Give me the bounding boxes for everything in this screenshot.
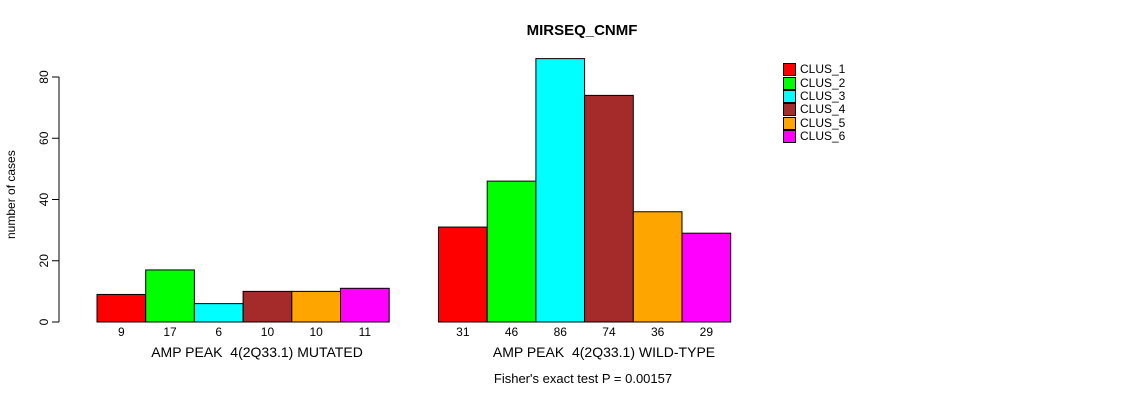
legend-swatch — [783, 89, 796, 103]
legend-item: CLUS_3 — [783, 88, 846, 103]
legend-item: CLUS_4 — [783, 102, 846, 117]
bar-clus_1-group2 — [438, 226, 488, 323]
legend-label: CLUS_4 — [800, 102, 846, 117]
x-group-label: AMP PEAK 4(2Q33.1) WILD-TYPE — [493, 344, 715, 360]
y-axis-tick-label: 0 — [37, 318, 51, 325]
bar-value-label: 36 — [651, 325, 665, 339]
bar-clus_3-group2 — [535, 58, 586, 323]
bar-clus_2-group2 — [486, 180, 537, 323]
bar-clus_5-group2 — [632, 211, 683, 323]
bar-value-label: 10 — [261, 325, 275, 339]
bar-clus_4-group2 — [584, 94, 634, 323]
bar-value-label: 6 — [215, 325, 222, 339]
bar-clus_1-group1 — [96, 293, 147, 323]
legend-swatch — [783, 103, 796, 117]
legend-label: CLUS_2 — [800, 75, 846, 90]
bar-clus_4-group1 — [242, 290, 293, 323]
bar-value-label: 46 — [505, 325, 519, 339]
bar-clus_6-group2 — [681, 232, 732, 323]
legend-label: CLUS_3 — [800, 88, 846, 103]
bar-value-label: 10 — [309, 325, 323, 339]
fisher-test-annotation: Fisher's exact test P = 0.00157 — [493, 371, 673, 386]
legend-item: CLUS_2 — [783, 75, 846, 90]
y-axis-tick-label: 80 — [37, 70, 51, 84]
bar-value-label: 11 — [359, 325, 372, 339]
bar-value-label: 17 — [163, 325, 177, 339]
bar-clus_2-group1 — [145, 269, 195, 323]
y-axis-tick-label: 60 — [37, 131, 51, 145]
legend-swatch — [783, 116, 796, 130]
legend-swatch — [783, 63, 796, 77]
bar-value-label: 9 — [118, 325, 125, 339]
bar-value-label: 29 — [700, 325, 714, 339]
legend-item: CLUS_6 — [783, 129, 846, 144]
bar-clus_5-group1 — [291, 290, 341, 323]
legend-label: CLUS_1 — [800, 62, 846, 77]
legend: CLUS_1 CLUS_2 CLUS_3 CLUS_4 CLUS_5 CLUS_6 — [783, 62, 846, 144]
bar-value-label: 86 — [554, 325, 568, 339]
x-group-label: AMP PEAK 4(2Q33.1) MUTATED — [151, 344, 363, 360]
y-axis-tick-label: 40 — [37, 193, 51, 207]
y-axis-tick-label: 20 — [37, 254, 51, 268]
legend-swatch — [783, 76, 796, 90]
legend-label: CLUS_6 — [800, 129, 846, 144]
legend-item: CLUS_5 — [783, 115, 846, 130]
bar-clus_3-group1 — [193, 303, 244, 323]
legend-swatch — [783, 130, 796, 144]
bar-value-label: 74 — [602, 325, 616, 339]
legend-label: CLUS_5 — [800, 115, 846, 130]
bar-value-label: 31 — [456, 325, 470, 339]
legend-item: CLUS_1 — [783, 62, 846, 77]
chart-title: MIRSEQ_CNMF — [526, 22, 638, 39]
bar-clus_6-group1 — [340, 287, 390, 323]
